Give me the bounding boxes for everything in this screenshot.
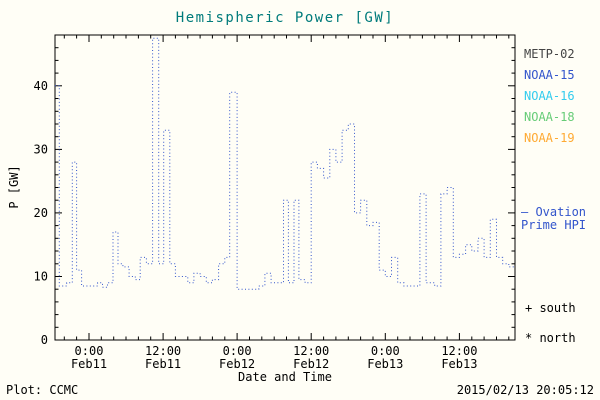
x-tick-date-label: Feb13 [367,357,403,371]
x-tick-date-label: Feb13 [441,357,477,371]
satellite-legend: METP-02 NOAA-15 NOAA-16 NOAA-18 NOAA-19 [524,44,575,149]
legend-item-1: NOAA-15 [524,68,575,82]
plot-timestamp: 2015/02/13 20:05:12 [456,383,594,397]
x-tick-date-label: Feb11 [71,357,107,371]
axis-frame [54,34,516,341]
legend-item-4: NOAA-19 [524,131,575,145]
south-marker-label: + south [525,301,576,315]
ovation-series-note: — Ovation Prime HPI [521,206,586,232]
y-tick-label: 0 [41,333,48,347]
y-tick-label: 20 [34,206,48,220]
ovation-note-line1: — Ovation [521,205,587,219]
chart-title: Hemispheric Power [GW] [175,10,395,26]
x-tick-time-label: 12:00 [293,344,329,358]
y-tick-label: 10 [34,270,48,284]
hpi-step-line [55,37,515,290]
x-tick-time-label: 0:00 [223,344,252,358]
x-tick-time-label: 0:00 [75,344,104,358]
x-tick-date-label: Feb11 [145,357,181,371]
plot-credit: Plot: CCMC [6,383,79,397]
legend-item-3: NOAA-18 [524,110,575,124]
x-tick-date-label: Feb12 [293,357,329,371]
ovation-note-line2: Prime HPI [521,218,587,232]
y-tick-label: 30 [34,142,48,156]
north-marker-label: * north [525,331,576,345]
legend-item-0: METP-02 [524,47,575,61]
y-axis-label: P [GW] [7,165,21,209]
y-tick-label: 40 [34,79,48,93]
x-axis-label: Date and Time [238,370,332,384]
x-tick-time-label: 12:00 [441,344,477,358]
legend-item-2: NOAA-16 [524,89,575,103]
x-tick-time-label: 12:00 [145,344,181,358]
x-tick-time-label: 0:00 [371,344,400,358]
x-tick-date-label: Feb12 [219,357,255,371]
